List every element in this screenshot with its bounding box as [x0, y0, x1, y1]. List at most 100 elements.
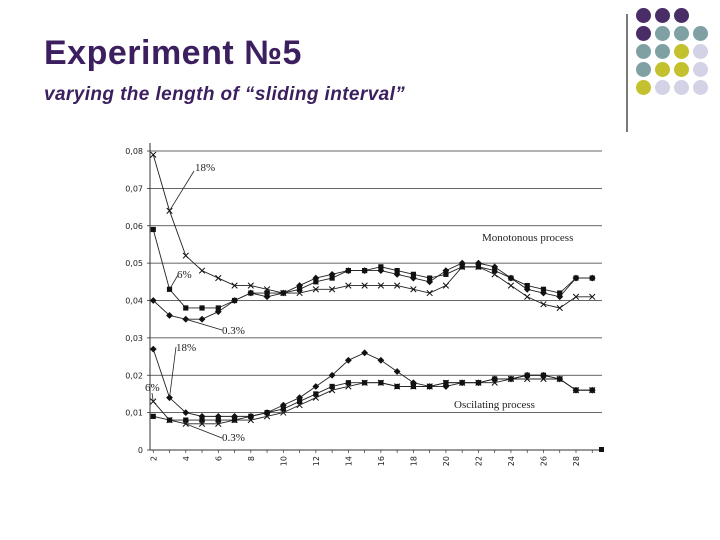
data-point [312, 383, 320, 390]
data-point [328, 270, 336, 278]
data-point [589, 293, 596, 300]
decor-dot-teal [655, 26, 670, 41]
data-point [328, 286, 336, 293]
series-line [152, 154, 593, 309]
series-line [152, 262, 593, 320]
data-point [296, 286, 303, 292]
data-point [231, 282, 238, 289]
y-tick-label: 0,04 [125, 297, 143, 306]
x-tick-label: 26 [539, 456, 548, 466]
decorative-divider [626, 14, 628, 132]
data-point [199, 305, 205, 311]
data-point [442, 267, 450, 274]
data-point [378, 264, 384, 270]
data-point [361, 282, 368, 289]
data-point [377, 356, 385, 364]
annotation-label: 18% [195, 162, 215, 174]
y-tick-label: 0,02 [125, 371, 143, 380]
series-line [153, 374, 593, 421]
data-point [313, 279, 319, 285]
decor-dot-teal [636, 62, 651, 77]
data-point [507, 282, 515, 289]
y-tick-label: 0 [138, 446, 143, 455]
data-point [393, 368, 401, 375]
decor-dot-olive [674, 62, 689, 77]
x-tick-label: 2 [149, 456, 158, 461]
decor-dot-lavender [655, 80, 670, 95]
data-point [166, 207, 173, 214]
x-tick-label: 14 [344, 456, 353, 466]
x-tick-label: 28 [572, 456, 581, 466]
data-point [198, 412, 206, 420]
series-line [152, 229, 593, 309]
data-point [329, 275, 335, 281]
data-point [588, 386, 596, 394]
annotation-leader [169, 346, 177, 398]
data-point [150, 151, 157, 158]
data-point [393, 282, 401, 289]
y-tick-label: 0,03 [125, 334, 143, 343]
data-point [198, 267, 206, 274]
data-point [264, 290, 270, 296]
data-point [279, 289, 287, 297]
chart-container: 0 0,01 0,02 0,03 0,04 0,05 0,06 0,07 0,08 2 4 6 8 10 1… [110, 135, 620, 485]
data-point [459, 264, 465, 270]
data-point [540, 371, 547, 379]
x-tick-label: 18 [409, 456, 418, 466]
decor-dot-teal [636, 44, 651, 59]
data-point [507, 274, 515, 282]
decor-dot-teal [674, 26, 689, 41]
decor-dot-purple [636, 8, 651, 23]
data-point [215, 274, 222, 282]
data-point [344, 267, 352, 274]
data-point [231, 412, 238, 420]
data-point [182, 252, 189, 259]
data-point [361, 349, 369, 357]
data-point [523, 285, 531, 293]
annotation-label: 0.3% [222, 432, 245, 444]
data-point [443, 271, 449, 277]
data-point [247, 289, 255, 297]
data-point [524, 293, 531, 300]
data-point [410, 383, 416, 390]
data-point [540, 289, 547, 297]
data-point [475, 379, 482, 387]
x-tick-label: 20 [442, 456, 451, 466]
data-point [394, 268, 400, 274]
chart-axes [147, 143, 602, 453]
data-point [540, 286, 547, 292]
data-point [150, 226, 156, 233]
data-point [198, 315, 206, 323]
data-point [572, 274, 580, 282]
data-point [215, 417, 221, 423]
data-point [345, 282, 352, 289]
data-point [199, 417, 205, 423]
data-point [263, 409, 271, 417]
data-point [149, 345, 157, 353]
decor-dot-lavender [674, 80, 689, 95]
data-point [329, 383, 335, 390]
decor-dot-olive [674, 44, 689, 59]
x-tick-label: 16 [377, 456, 386, 466]
data-point [491, 263, 499, 271]
decor-dot-teal [655, 44, 670, 59]
data-point [394, 383, 400, 390]
data-point [443, 380, 449, 386]
data-point [344, 356, 352, 364]
data-point [183, 305, 189, 311]
decor-dot-purple [636, 26, 651, 41]
line-chart: 00,010,020,030,040,050,060,070,082 4 6 8 10 1… [125, 143, 604, 466]
annotation-label: 6% [177, 269, 192, 281]
data-point [410, 271, 416, 277]
annotation-label: 6% [145, 382, 160, 394]
x-tick-label: 8 [247, 456, 256, 461]
chart-ticks: 00,010,020,030,040,050,060,070,082 4 6 8 10 1… [125, 147, 581, 466]
data-point [409, 379, 417, 387]
data-point [296, 282, 303, 289]
x-tick-label: 4 [182, 456, 191, 461]
data-point [182, 409, 190, 417]
chart-series [149, 151, 604, 452]
data-point [475, 264, 482, 270]
x-tick-label: 12 [312, 456, 321, 466]
x-tick-label: 10 [279, 456, 288, 466]
